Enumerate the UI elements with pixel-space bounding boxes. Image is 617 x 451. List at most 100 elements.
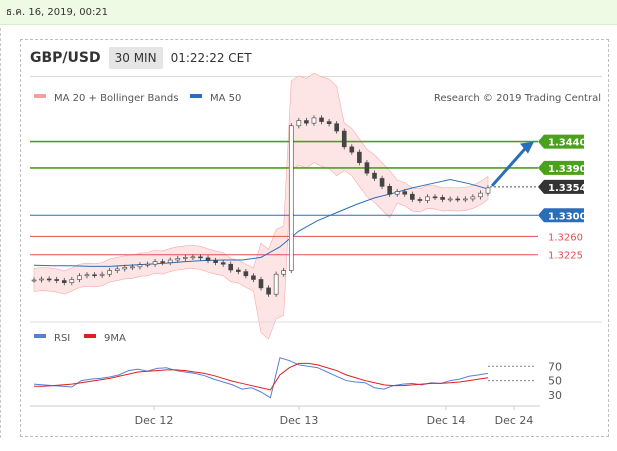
candle-body bbox=[198, 256, 203, 259]
date-stamp: ธ.ค. 16, 2019, 00:21 bbox=[6, 7, 109, 18]
candle-body bbox=[372, 172, 377, 179]
candle-body bbox=[190, 256, 196, 259]
level-labels: 1.3440 1.3390 1.3354 1.3300 1.3260 1.3225 bbox=[538, 134, 587, 262]
x-tick-label: Dec 14 bbox=[427, 414, 466, 427]
candle-body bbox=[213, 260, 218, 263]
candle-body bbox=[478, 192, 483, 198]
timeframe-badge[interactable]: 30 MIN bbox=[108, 47, 163, 69]
candle-body bbox=[326, 121, 332, 124]
level-label-1: 1.3390 bbox=[548, 164, 587, 175]
candle-body bbox=[69, 279, 75, 283]
candle-body bbox=[46, 278, 52, 281]
candle-body bbox=[92, 274, 97, 277]
bollinger-band bbox=[33, 72, 489, 340]
candle-body bbox=[311, 117, 317, 124]
candle-body bbox=[175, 258, 181, 261]
candle-body bbox=[485, 187, 491, 194]
candle-body bbox=[77, 275, 82, 280]
candle-body bbox=[447, 198, 453, 201]
candle-body bbox=[122, 267, 128, 270]
forecast-arrow-head bbox=[520, 141, 534, 154]
candle-body bbox=[61, 280, 67, 283]
candle-body bbox=[205, 257, 211, 261]
candle-body bbox=[137, 264, 143, 268]
level-label-0: 1.3440 bbox=[548, 138, 587, 149]
candle-body bbox=[394, 191, 400, 195]
candle-body bbox=[341, 130, 347, 148]
x-tick-label: Dec 12 bbox=[135, 414, 174, 427]
level-box-3 bbox=[538, 208, 584, 223]
ma50-path bbox=[33, 178, 489, 267]
candle-body bbox=[470, 196, 476, 200]
candle-body bbox=[357, 151, 362, 163]
candle-body bbox=[251, 275, 256, 280]
candle-body bbox=[425, 196, 430, 201]
candle-body bbox=[99, 273, 105, 276]
x-tick-label: Dec 13 bbox=[280, 414, 319, 427]
candles bbox=[31, 115, 491, 297]
level-lines bbox=[30, 140, 538, 256]
candle-body bbox=[364, 162, 370, 174]
candle-body bbox=[160, 261, 165, 263]
candle-body bbox=[107, 270, 112, 275]
rsi-legend-swatch bbox=[34, 334, 46, 338]
rsi-tick-70: 70 bbox=[548, 360, 562, 373]
candle-body bbox=[319, 117, 324, 122]
candle-body bbox=[334, 123, 339, 132]
level-box-1 bbox=[538, 160, 584, 175]
level-label-5: 1.3225 bbox=[548, 251, 583, 262]
candle-body bbox=[145, 263, 150, 266]
credit-text: Research © 2019 Trading Central bbox=[434, 93, 601, 104]
candle-body bbox=[410, 193, 415, 200]
bb-legend-swatch bbox=[34, 94, 46, 98]
candle-body bbox=[84, 274, 90, 277]
candle-body bbox=[417, 199, 423, 201]
ma9-legend-label: 9MA bbox=[104, 333, 126, 344]
left-divider bbox=[0, 28, 1, 438]
rsi-tick-30: 30 bbox=[548, 389, 562, 402]
rsi-tick-50: 50 bbox=[548, 375, 562, 388]
top-bar: ธ.ค. 16, 2019, 00:21 bbox=[0, 0, 617, 25]
candle-body bbox=[288, 125, 294, 271]
candle-body bbox=[130, 266, 135, 269]
candle-body bbox=[455, 198, 461, 201]
candle-body bbox=[281, 270, 287, 275]
ma9-line bbox=[34, 362, 489, 391]
candle-body bbox=[462, 198, 468, 201]
candle-body bbox=[258, 279, 264, 289]
currency-pair: GBP/USD bbox=[30, 50, 101, 66]
level-box-0 bbox=[538, 134, 584, 149]
candle-body bbox=[432, 196, 438, 199]
candle-body bbox=[152, 261, 158, 265]
rsi-line bbox=[33, 357, 489, 399]
forecast-arrow bbox=[490, 141, 534, 187]
ma50-line bbox=[33, 178, 489, 267]
candle-body bbox=[273, 273, 279, 295]
ma9-legend-swatch bbox=[84, 334, 96, 338]
candle-body bbox=[114, 268, 120, 271]
candle-body bbox=[440, 197, 445, 200]
x-tick-label: Dec 24 bbox=[495, 414, 534, 427]
candle-body bbox=[54, 279, 60, 281]
ma50-legend-swatch bbox=[190, 94, 202, 98]
candle-body bbox=[31, 279, 37, 282]
ma50-legend-label: MA 50 bbox=[210, 93, 241, 104]
rsi-legend-label: RSI bbox=[54, 333, 70, 344]
candle-body bbox=[296, 120, 302, 127]
candle-body bbox=[402, 191, 408, 195]
level-label-2: 1.3354 bbox=[548, 183, 587, 194]
candle-body bbox=[266, 287, 271, 295]
candle-body bbox=[236, 269, 241, 272]
bb-legend-label: MA 20 + Bollinger Bands bbox=[54, 93, 178, 104]
candle-body bbox=[304, 120, 309, 124]
candle-body bbox=[349, 146, 355, 153]
candle-body bbox=[228, 263, 234, 271]
chart-header: GBP/USD 30 MIN 01:22:22 CET bbox=[30, 46, 252, 70]
candle-body bbox=[167, 259, 173, 263]
x-ticks: Dec 12 Dec 13 Dec 14 Dec 24 bbox=[135, 406, 534, 427]
level-box-2 bbox=[538, 179, 584, 194]
candle-body bbox=[379, 178, 385, 187]
candle-body bbox=[387, 186, 392, 195]
